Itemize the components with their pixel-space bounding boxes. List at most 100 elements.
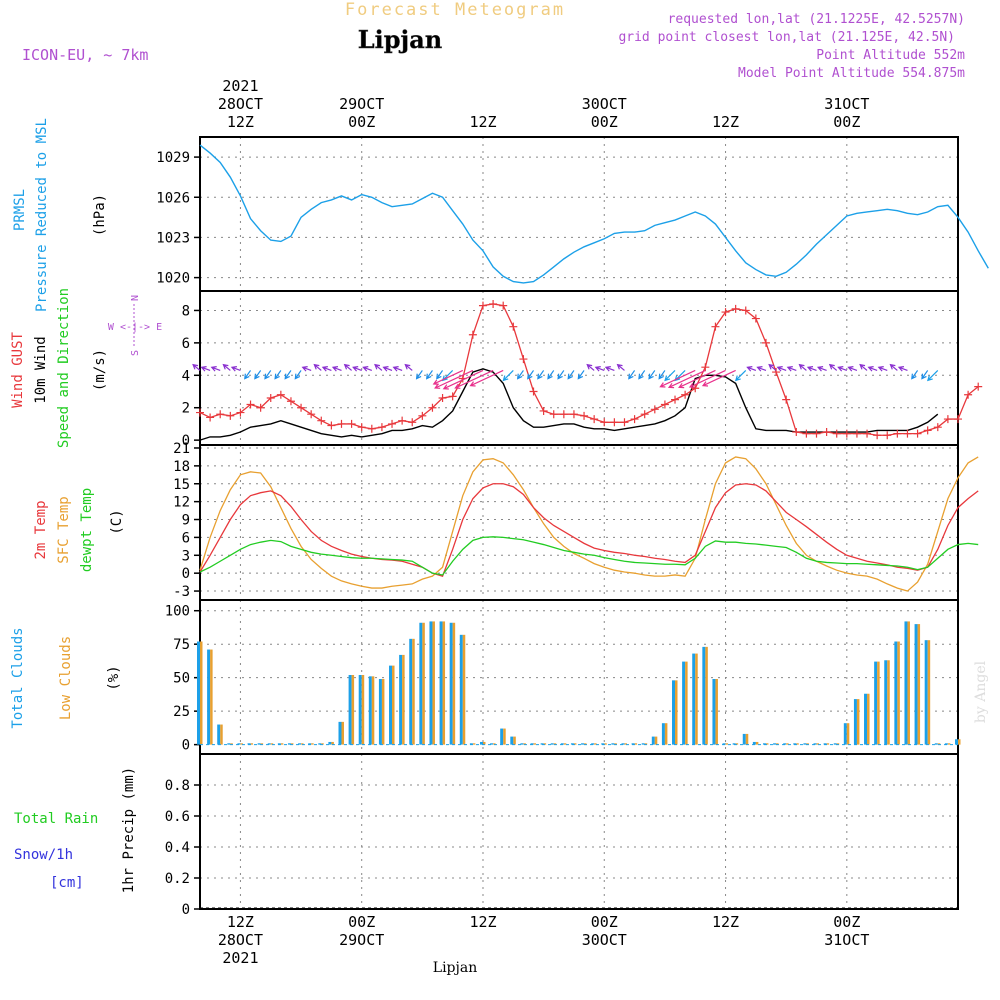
celsius-label: (C) [109, 509, 125, 534]
low-clouds-bar [280, 743, 284, 745]
wind-gust-label: Wind GUST [10, 332, 26, 408]
time-axis-label: 2021 [222, 77, 258, 95]
low-clouds-bar [472, 743, 476, 745]
wind-direction-arrow [586, 363, 595, 371]
low-clouds-bar [432, 621, 435, 745]
total-clouds-bar [682, 661, 686, 745]
gust-marker [418, 411, 427, 420]
wind-direction-arrow [547, 370, 555, 380]
wind-direction-arrow [667, 369, 706, 389]
total-clouds-bar [237, 743, 241, 745]
low-clouds-bar [533, 743, 537, 745]
gust-marker [226, 411, 235, 420]
gust-marker [893, 429, 902, 438]
total-clouds-bar [601, 743, 605, 745]
wind-direction-arrow [577, 370, 585, 380]
low-clouds-bar [523, 743, 526, 745]
time-axis-label: 12Z [712, 913, 739, 931]
gust-marker [468, 330, 477, 339]
wind-direction-arrow [659, 369, 696, 388]
total-clouds-bar [752, 741, 756, 745]
point-altitude: Point Altitude 552m [816, 48, 965, 63]
wind-direction-arrow [392, 366, 403, 372]
total-clouds-bar [399, 654, 403, 745]
gust-marker [549, 410, 558, 419]
total-clouds-bar [389, 665, 393, 745]
time-axis-label: 00Z [833, 913, 860, 931]
low-clouds-bar [371, 676, 375, 745]
low-clouds-bar [816, 743, 820, 745]
low-clouds-bar [685, 661, 688, 745]
wind-direction-arrow [859, 363, 868, 371]
total-clouds-bar [530, 743, 534, 745]
gust-marker [610, 418, 619, 427]
wind-direction-arrow [648, 370, 656, 380]
wind-direction-arrow [847, 366, 858, 372]
wind-direction-arrow [343, 363, 352, 371]
hpa-label: (hPa) [92, 194, 108, 236]
model-altitude: Model Point Altitude 554.875m [738, 66, 965, 81]
total-clouds-bar [247, 743, 251, 745]
gust-marker [398, 416, 407, 425]
wind-direction-arrow [816, 366, 827, 372]
wind-direction-arrow [594, 366, 605, 372]
wind-direction-arrow [415, 370, 423, 380]
wind-direction-arrow [527, 370, 535, 380]
low-clouds-bar [341, 721, 344, 745]
y-tick-label: 4 [182, 368, 190, 384]
gust-marker [600, 418, 609, 427]
total-clouds-bar [722, 743, 726, 745]
low-clouds-bar [695, 653, 698, 745]
wind-direction-arrow [244, 370, 252, 380]
wind-direction-arrow [734, 370, 747, 382]
total-clouds-bar [378, 679, 382, 745]
low-clouds-bar [796, 743, 799, 745]
total-clouds-bar [884, 660, 888, 745]
t2m-label: 2m Temp [33, 500, 49, 559]
total-clouds-bar [904, 621, 908, 745]
low-clouds-bar [654, 736, 658, 745]
total-clouds-bar [550, 743, 554, 745]
dewpt-line [199, 536, 979, 576]
wind-direction-arrow [274, 370, 282, 380]
wind-direction-arrow [927, 370, 939, 382]
tsfc-label: SFC Temp [56, 496, 72, 563]
precip-panel: 0 0.2 0.4 0.6 0.8 [165, 753, 959, 918]
total-clouds-bar [712, 679, 716, 745]
time-axis-label: 29OCT [339, 931, 384, 949]
gust-marker [337, 419, 346, 428]
gust-marker [741, 306, 750, 315]
total-clouds-bar [762, 743, 766, 745]
low-clouds-bar [765, 743, 769, 745]
total-clouds-bar [227, 743, 231, 745]
total-clouds-bar [500, 728, 504, 745]
wind-direction-arrow [426, 370, 433, 380]
total-clouds-bar [581, 743, 585, 745]
y-tick-label: 6 [182, 530, 190, 546]
total-clouds-bar [742, 733, 746, 745]
total-clouds-bar [560, 743, 564, 745]
y-tick-label: 0.6 [165, 809, 190, 825]
low-clouds-bar [220, 724, 223, 745]
low-clouds-bar [735, 743, 739, 745]
total-clouds-bar [803, 743, 807, 745]
pressure-msl-label: Pressure Reduced to MSL [34, 118, 50, 312]
time-axis-label: 12Z [227, 113, 254, 131]
wind-direction-arrow [798, 363, 807, 371]
gust-marker [852, 429, 861, 438]
low-clouds-bar [442, 621, 446, 745]
wind-direction-arrow [192, 363, 201, 371]
gust-marker [974, 382, 983, 391]
total-clouds-bar [368, 676, 372, 745]
gust-marker [620, 418, 629, 427]
time-axis-label: 28OCT [218, 95, 263, 113]
wind-direction-arrow [382, 366, 393, 372]
time-axis-label: 30OCT [582, 95, 627, 113]
low-clouds-bar [493, 743, 496, 745]
wind-direction-arrow [688, 369, 726, 388]
gust-marker [307, 410, 316, 419]
time-axis-label: 31OCT [824, 931, 869, 949]
wind-direction-arrow [436, 370, 444, 380]
gust-marker [660, 400, 669, 409]
